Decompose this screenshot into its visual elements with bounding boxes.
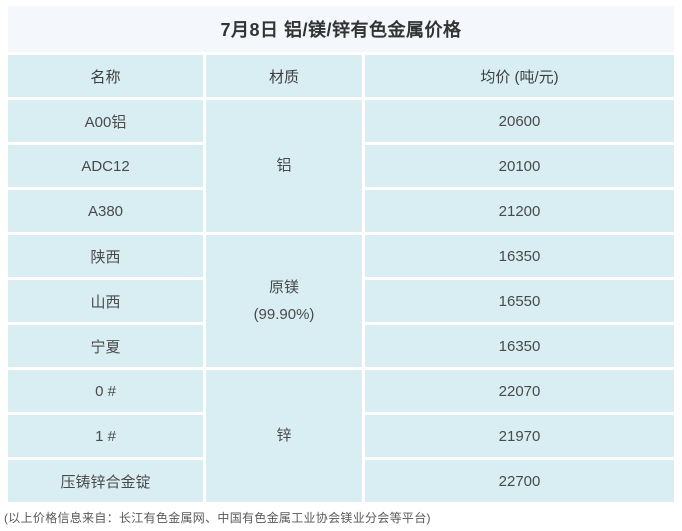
table-row: A00铝 铝 20600 xyxy=(8,100,674,232)
price-cell: 21970 xyxy=(365,415,674,457)
price-cell: 20600 xyxy=(365,100,674,142)
col-header-price: 均价 (吨/元) xyxy=(365,55,674,97)
name-cell: A00铝 xyxy=(8,100,203,142)
header-row: 名称 材质 均价 (吨/元) xyxy=(8,55,674,97)
name-cell: 0 # xyxy=(8,370,203,412)
table-row: 0 # 锌 22070 xyxy=(8,370,674,502)
material-cell-aluminum: 铝 xyxy=(206,100,362,232)
material-purity-note: (99.90%) xyxy=(253,305,315,323)
material-label: 原镁 xyxy=(268,278,299,296)
price-table: 名称 材质 均价 (吨/元) A00铝 铝 20600 ADC12 20100 … xyxy=(5,52,677,505)
table-row: 压铸锌合金锭 22700 xyxy=(8,460,674,502)
material-label: 铝 xyxy=(276,157,292,174)
name-cell: 宁夏 xyxy=(8,325,203,367)
table-row: 宁夏 16350 xyxy=(8,325,674,367)
price-cell: 22700 xyxy=(365,460,674,502)
table-row: A380 21200 xyxy=(8,190,674,232)
price-cell: 20100 xyxy=(365,145,674,187)
price-cell: 16350 xyxy=(365,235,674,277)
col-header-material: 材质 xyxy=(206,55,362,97)
source-note: (以上价格信息来自：长江有色金属网、中国有色金属工业协会镁业分会等平台) xyxy=(4,511,431,525)
material-cell-magnesium: 原镁 (99.90%) xyxy=(206,235,362,367)
name-cell: 陕西 xyxy=(8,235,203,277)
price-cell: 22070 xyxy=(365,370,674,412)
table-row: ADC12 20100 xyxy=(8,145,674,187)
table-row: 山西 16550 xyxy=(8,280,674,322)
col-header-name: 名称 xyxy=(8,55,203,97)
material-cell-zinc: 锌 xyxy=(206,370,362,502)
material-label: 锌 xyxy=(276,427,292,444)
name-cell: A380 xyxy=(8,190,203,232)
price-cell: 21200 xyxy=(365,190,674,232)
name-cell: 1 # xyxy=(8,415,203,457)
name-cell: ADC12 xyxy=(8,145,203,187)
price-cell: 16350 xyxy=(365,325,674,367)
price-cell: 16550 xyxy=(365,280,674,322)
table-row: 1 # 21970 xyxy=(8,415,674,457)
name-cell: 山西 xyxy=(8,280,203,322)
page-title: 7月8日 铝/镁/锌有色金属价格 xyxy=(8,6,674,52)
name-cell: 压铸锌合金锭 xyxy=(8,460,203,502)
table-row: 陕西 原镁 (99.90%) 16350 xyxy=(8,235,674,367)
